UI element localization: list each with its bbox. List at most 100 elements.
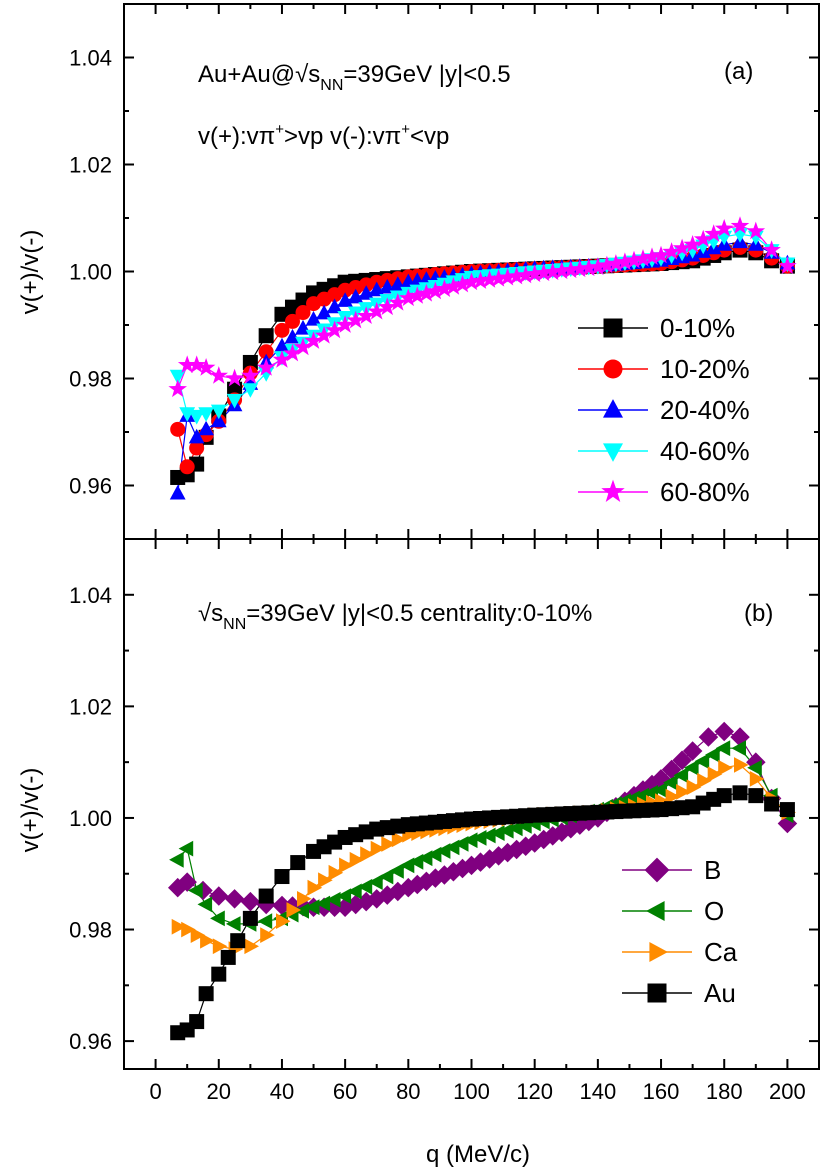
data-point-60-80 [283, 343, 302, 362]
data-point-ca [328, 864, 344, 881]
y-tick-label: 1.02 [69, 153, 112, 178]
data-point-b [672, 750, 692, 770]
legend-label-60-80: 60-80% [660, 477, 750, 507]
legend-label-b: B [704, 855, 721, 885]
data-point-60-80 [516, 265, 535, 284]
data-point-60-80 [715, 219, 734, 237]
data-point-o [462, 832, 478, 849]
panel-a: 0.96 0.98 1.00 1.02 1.04 Au+Au@√sNN=39GeV |y… [17, 3, 820, 540]
data-point-ca [307, 879, 323, 896]
data-point-au [779, 802, 795, 818]
data-point-ca [676, 784, 691, 800]
data-point-0-10 [227, 381, 243, 397]
data-point-au [258, 888, 274, 904]
data-point-ca [190, 927, 206, 943]
data-point-20-40 [188, 428, 205, 444]
data-point-60-80 [489, 269, 508, 287]
data-point-20-40 [169, 484, 186, 500]
data-point-au [230, 933, 246, 949]
data-point-10-20 [170, 421, 186, 437]
data-point-b [209, 886, 229, 906]
data-point-60-80 [662, 242, 681, 260]
data-point-ca [391, 831, 407, 848]
legend-marker-20-40 [603, 399, 623, 418]
data-point-o [357, 878, 373, 895]
data-point-b [543, 826, 563, 846]
data-point-au [764, 796, 780, 812]
data-point-60-80 [704, 224, 723, 242]
data-point-20-40 [198, 420, 214, 436]
data-point-20-40 [284, 328, 301, 344]
data-point-au [748, 788, 764, 804]
legend-label-o: O [704, 896, 724, 926]
data-point-o [326, 891, 341, 908]
data-point-10-20 [189, 440, 205, 456]
data-point-0-10 [242, 354, 258, 370]
data-point-60-80 [346, 310, 365, 329]
data-point-60-80 [209, 366, 228, 384]
panel-b: 0.96 0.98 1.00 1.02 1.04 0 20 40 60 80 100 120 140 16… [17, 538, 820, 1168]
data-point-60-80 [356, 306, 376, 324]
data-point-o [169, 851, 184, 868]
data-point-ca [381, 836, 396, 852]
data-point-60-80 [642, 247, 662, 265]
data-point-60-80 [325, 320, 344, 339]
data-point-o [336, 888, 352, 904]
y-tick-label: 1.00 [69, 806, 112, 831]
data-point-o [389, 863, 404, 879]
panel-a-annotation-line1: Au+Au@√sNN=39GeV |y|<0.5 [198, 61, 511, 94]
data-point-60-80 [177, 355, 197, 373]
data-point-40-60 [210, 404, 227, 420]
panel-b-legend: BO Ca Au [622, 855, 738, 1008]
data-point-60-80 [672, 238, 692, 257]
data-point-ca [718, 759, 733, 776]
data-point-b [714, 721, 734, 742]
panel-b-markers [168, 721, 798, 1041]
data-point-o [731, 740, 746, 757]
data-point-o [347, 883, 362, 900]
data-point-b [534, 829, 554, 850]
legend-label-10-20: 10-20% [660, 354, 750, 384]
x-tick-label: 200 [769, 1079, 806, 1104]
legend-marker-b [644, 857, 670, 883]
data-point-60-80 [453, 274, 472, 293]
data-point-60-80 [588, 257, 608, 276]
data-point-o [705, 746, 720, 763]
data-point-60-80 [388, 293, 408, 311]
data-point-60-80 [597, 255, 617, 274]
panel-b-annotation: √sNN=39GeV |y|<0.5 centrality:0-10% [198, 600, 592, 633]
data-point-au [220, 949, 236, 965]
data-point-40-60 [242, 383, 259, 398]
x-tick-label: 100 [453, 1079, 490, 1104]
data-point-60-80 [534, 263, 553, 282]
data-point-b [177, 872, 197, 892]
x-tick-label: 160 [643, 1079, 680, 1104]
data-point-60-80 [417, 283, 436, 302]
data-point-ca [339, 857, 354, 874]
data-point-b [698, 727, 719, 747]
data-point-ca [200, 932, 215, 949]
data-point-0-10 [258, 328, 274, 344]
data-point-60-80 [480, 270, 499, 288]
legend-label-20-40: 20-40% [660, 395, 750, 425]
data-point-au [198, 986, 214, 1002]
x-tick-label: 140 [580, 1079, 617, 1104]
data-point-60-80 [426, 281, 445, 300]
data-point-60-80 [579, 258, 599, 277]
data-point-60-80 [378, 297, 397, 316]
series-line-au [177, 792, 788, 1034]
data-point-ca [697, 772, 712, 789]
x-tick-label: 20 [207, 1079, 231, 1104]
data-point-b [398, 877, 419, 898]
data-point-au [716, 788, 732, 804]
data-point-10-20 [295, 305, 311, 321]
data-point-b [240, 891, 261, 912]
data-point-60-80 [762, 240, 781, 258]
panel-a-y-axis-title: v(+)/v(-) [17, 230, 44, 315]
panel-b-series-lines [177, 730, 788, 1034]
data-point-o [210, 910, 225, 927]
data-point-60-80 [570, 259, 590, 278]
data-point-10-20 [274, 322, 290, 338]
data-point-au [211, 966, 227, 982]
legend-marker-au [647, 983, 667, 1003]
